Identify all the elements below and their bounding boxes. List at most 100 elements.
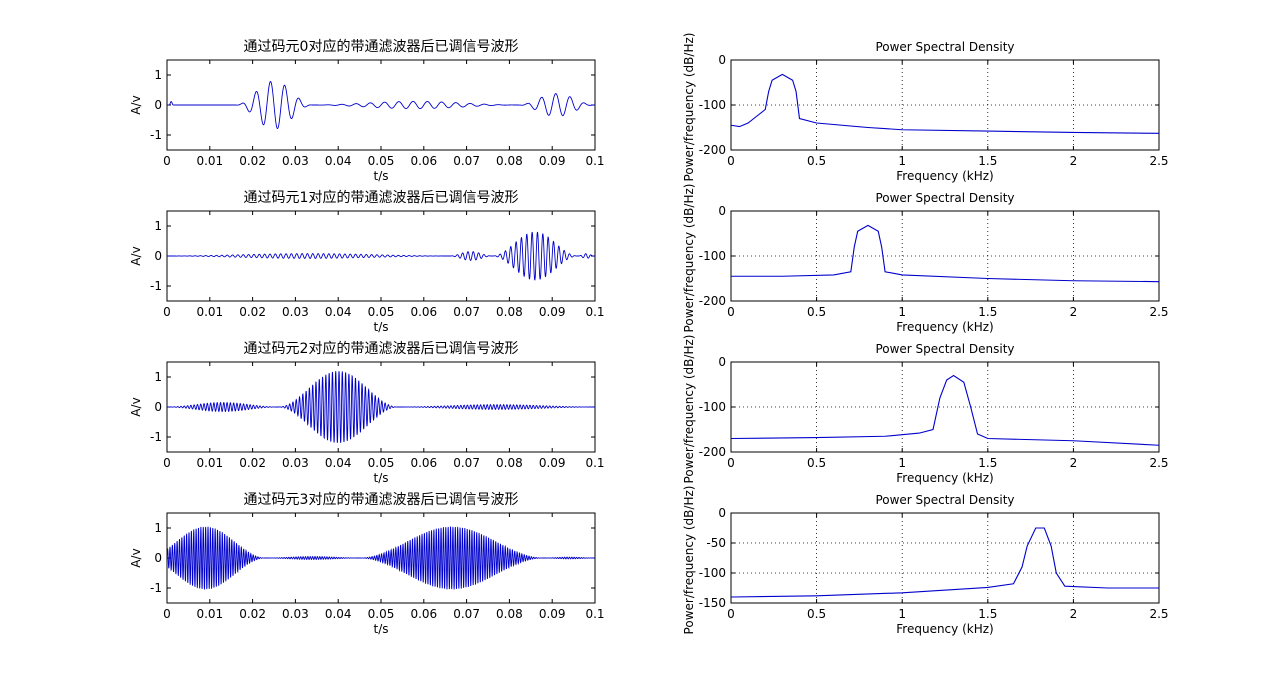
x-axis-label: Frequency (kHz) xyxy=(896,471,993,485)
x-tick-label: 2.5 xyxy=(1149,607,1168,621)
x-tick-label: 2 xyxy=(1070,305,1078,319)
y-tick-label: -200 xyxy=(699,143,726,157)
x-tick-label: 0.06 xyxy=(410,456,437,470)
y-tick-label: -1 xyxy=(150,581,162,595)
y-tick-label: -100 xyxy=(699,566,726,580)
x-tick-label: 0.1 xyxy=(585,305,604,319)
x-tick-label: 0.03 xyxy=(282,607,309,621)
x-tick-label: 0.08 xyxy=(496,456,523,470)
x-tick-label: 0.09 xyxy=(539,305,566,319)
x-tick-label: 0.01 xyxy=(196,154,223,168)
x-tick-label: 0.06 xyxy=(410,607,437,621)
subplot-title: Power Spectral Density xyxy=(875,40,1014,54)
x-axis-label: t/s xyxy=(374,169,389,183)
x-tick-label: 1.5 xyxy=(978,154,997,168)
y-tick-label: -150 xyxy=(699,596,726,610)
x-tick-label: 2.5 xyxy=(1149,456,1168,470)
x-tick-label: 1.5 xyxy=(978,607,997,621)
x-tick-label: 2 xyxy=(1070,607,1078,621)
y-tick-label: -100 xyxy=(699,249,726,263)
x-tick-label: 0.1 xyxy=(585,607,604,621)
x-tick-label: 0.06 xyxy=(410,305,437,319)
x-tick-label: 0.04 xyxy=(325,154,352,168)
y-tick-label: -1 xyxy=(150,279,162,293)
x-tick-label: 0 xyxy=(163,456,171,470)
x-tick-label: 0.5 xyxy=(807,154,826,168)
x-axis-label: Frequency (kHz) xyxy=(896,320,993,334)
x-tick-label: 1.5 xyxy=(978,305,997,319)
waveform-line xyxy=(167,231,595,281)
x-tick-label: 0.08 xyxy=(496,305,523,319)
x-tick-label: 0 xyxy=(163,305,171,319)
x-axis-label: Frequency (kHz) xyxy=(896,169,993,183)
subplot-title: Power Spectral Density xyxy=(875,191,1014,205)
x-tick-label: 0.02 xyxy=(239,456,266,470)
x-tick-label: 0.06 xyxy=(410,154,437,168)
x-tick-label: 0.08 xyxy=(496,154,523,168)
y-tick-label: 0 xyxy=(154,551,162,565)
waveform-line xyxy=(167,81,595,129)
x-tick-label: 1 xyxy=(898,305,906,319)
x-axis-label: Frequency (kHz) xyxy=(896,622,993,636)
subplot-title: 通过码元1对应的带通滤波器后已调信号波形 xyxy=(244,189,519,206)
x-tick-label: 0.1 xyxy=(585,154,604,168)
subplot-title: Power Spectral Density xyxy=(875,342,1014,356)
y-axis-label: A/v xyxy=(129,548,143,567)
subplot-4: 0 0.5 1 1.5 2 2.5 0 -100 -200 Power Spectral Dens… xyxy=(682,184,1169,334)
x-tick-label: 0.04 xyxy=(325,456,352,470)
y-tick-label: -1 xyxy=(150,430,162,444)
y-axis-label: Power/frequency (dB/Hz) xyxy=(682,184,696,333)
y-axis-label: A/v xyxy=(129,95,143,114)
x-tick-label: 2.5 xyxy=(1149,305,1168,319)
x-tick-label: 1 xyxy=(898,607,906,621)
x-tick-label: 1 xyxy=(898,456,906,470)
x-tick-label: 0.5 xyxy=(807,607,826,621)
psd-line xyxy=(731,224,1159,283)
psd-line xyxy=(731,527,1159,598)
x-tick-label: 0.08 xyxy=(496,607,523,621)
y-tick-label: 0 xyxy=(154,249,162,263)
x-tick-label: 0.01 xyxy=(196,607,223,621)
axes-frame xyxy=(730,512,1160,604)
x-tick-label: 0.05 xyxy=(368,456,395,470)
x-tick-label: 0 xyxy=(727,305,735,319)
x-axis-label: t/s xyxy=(374,471,389,485)
y-tick-label: 0 xyxy=(718,204,726,218)
subplot-1: 0 0.01 0.02 0.03 0.04 0.05 0.06 0.07 0.08 0.09 0.1… xyxy=(129,38,605,183)
x-axis-label: t/s xyxy=(374,320,389,334)
y-tick-label: 0 xyxy=(718,506,726,520)
waveform-line xyxy=(167,371,595,443)
x-tick-label: 0.05 xyxy=(368,607,395,621)
x-tick-label: 0.07 xyxy=(453,305,480,319)
waveform-line xyxy=(167,526,595,590)
y-tick-label: 0 xyxy=(718,355,726,369)
subplot-2: 0 0.5 1 1.5 2 2.5 0 -100 -200 Power Spectral Dens… xyxy=(682,33,1169,183)
x-tick-label: 0.02 xyxy=(239,607,266,621)
x-tick-label: 0.02 xyxy=(239,305,266,319)
y-axis-label: Power/frequency (dB/Hz) xyxy=(682,335,696,484)
x-tick-label: 1 xyxy=(898,154,906,168)
x-axis-label: t/s xyxy=(374,622,389,636)
x-tick-label: 0.01 xyxy=(196,456,223,470)
x-tick-label: 0.01 xyxy=(196,305,223,319)
x-tick-label: 0.03 xyxy=(282,154,309,168)
subplot-7: 0 0.01 0.02 0.03 0.04 0.05 0.06 0.07 0.08 0.09 0.1… xyxy=(129,491,605,636)
x-tick-label: 0.03 xyxy=(282,456,309,470)
x-tick-label: 0.1 xyxy=(585,456,604,470)
x-tick-label: 2.5 xyxy=(1149,154,1168,168)
subplot-title: 通过码元0对应的带通滤波器后已调信号波形 xyxy=(244,38,519,55)
y-tick-label: -1 xyxy=(150,128,162,142)
y-axis-label: A/v xyxy=(129,397,143,416)
subplot-title: 通过码元3对应的带通滤波器后已调信号波形 xyxy=(244,491,519,508)
y-tick-label: 1 xyxy=(154,521,162,535)
y-tick-label: -100 xyxy=(699,98,726,112)
subplot-6: 0 0.5 1 1.5 2 2.5 0 -100 -200 Power Spectral Dens… xyxy=(682,335,1169,485)
y-tick-label: -200 xyxy=(699,294,726,308)
x-tick-label: 0 xyxy=(163,154,171,168)
y-axis-label: A/v xyxy=(129,246,143,265)
x-tick-label: 0.05 xyxy=(368,305,395,319)
subplot-5: 0 0.01 0.02 0.03 0.04 0.05 0.06 0.07 0.08 0.09 0.1… xyxy=(129,340,605,485)
x-tick-label: 0.09 xyxy=(539,607,566,621)
subplot-3: 0 0.01 0.02 0.03 0.04 0.05 0.06 0.07 0.08 0.09 0.1… xyxy=(129,189,605,334)
